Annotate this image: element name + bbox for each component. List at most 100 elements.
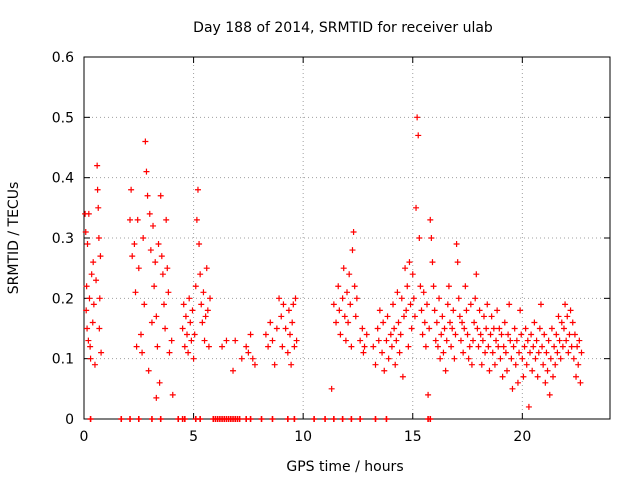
data-point bbox=[498, 331, 505, 338]
data-point bbox=[159, 271, 166, 278]
zero-data-point bbox=[258, 416, 265, 422]
data-point bbox=[487, 331, 494, 338]
data-point bbox=[417, 283, 424, 290]
data-point bbox=[345, 319, 352, 326]
data-point bbox=[537, 301, 544, 308]
data-point bbox=[199, 319, 206, 326]
data-point bbox=[533, 337, 540, 344]
data-point bbox=[519, 355, 526, 362]
data-point bbox=[408, 325, 415, 332]
data-point bbox=[428, 235, 435, 241]
data-point bbox=[267, 319, 274, 326]
data-point bbox=[568, 343, 575, 350]
data-point bbox=[473, 271, 480, 278]
data-point bbox=[413, 204, 420, 211]
data-point bbox=[153, 313, 160, 320]
data-point bbox=[133, 343, 140, 350]
data-point bbox=[483, 325, 490, 332]
data-point bbox=[273, 325, 280, 332]
data-point bbox=[223, 337, 230, 344]
data-point bbox=[502, 349, 509, 356]
data-point bbox=[423, 301, 430, 308]
data-point bbox=[145, 367, 152, 374]
data-point bbox=[471, 319, 478, 326]
data-point bbox=[292, 295, 299, 302]
data-point bbox=[169, 391, 176, 398]
data-point bbox=[415, 132, 422, 139]
data-point bbox=[556, 337, 563, 344]
data-point bbox=[441, 325, 448, 332]
zero-data-point bbox=[247, 416, 254, 422]
y-tick-label: 0 bbox=[65, 412, 74, 428]
data-point bbox=[442, 367, 449, 374]
data-point bbox=[541, 331, 548, 338]
data-point bbox=[447, 319, 454, 326]
data-point bbox=[201, 337, 208, 344]
data-point bbox=[495, 343, 502, 350]
data-point bbox=[390, 301, 397, 308]
data-point bbox=[570, 355, 577, 362]
data-point bbox=[454, 259, 461, 266]
data-point bbox=[522, 325, 529, 332]
data-point bbox=[472, 295, 479, 302]
data-point bbox=[475, 343, 482, 350]
data-point bbox=[535, 349, 542, 356]
data-point bbox=[84, 325, 91, 332]
data-point bbox=[418, 307, 425, 314]
data-point bbox=[407, 301, 414, 308]
data-point bbox=[484, 301, 491, 308]
plot-frame bbox=[83, 56, 611, 420]
data-point bbox=[544, 367, 551, 374]
data-point bbox=[90, 301, 97, 308]
data-point bbox=[506, 301, 513, 308]
data-point bbox=[351, 283, 358, 290]
data-point bbox=[577, 379, 584, 386]
data-point bbox=[566, 331, 573, 338]
data-point bbox=[545, 337, 552, 344]
data-point bbox=[181, 343, 188, 350]
data-point bbox=[337, 331, 344, 338]
data-point bbox=[164, 265, 171, 272]
data-point bbox=[394, 289, 401, 296]
data-point bbox=[439, 313, 446, 320]
data-point bbox=[96, 295, 103, 302]
data-point bbox=[357, 337, 364, 344]
data-point bbox=[134, 216, 141, 223]
data-point bbox=[518, 331, 525, 338]
data-point bbox=[547, 355, 554, 362]
data-point bbox=[553, 331, 560, 338]
data-point bbox=[540, 361, 547, 368]
data-point bbox=[291, 343, 298, 350]
data-point bbox=[265, 343, 272, 350]
y-tick-label: 0.5 bbox=[52, 110, 74, 126]
data-point bbox=[372, 361, 379, 368]
data-point bbox=[387, 331, 394, 338]
data-point bbox=[464, 331, 471, 338]
data-point bbox=[381, 367, 388, 374]
data-point bbox=[400, 313, 407, 320]
zero-data-point bbox=[236, 416, 243, 422]
data-point bbox=[346, 271, 353, 278]
data-point bbox=[165, 289, 172, 296]
data-point bbox=[532, 355, 539, 362]
zero-data-point bbox=[197, 416, 204, 422]
data-point bbox=[429, 259, 436, 266]
data-point bbox=[531, 319, 538, 326]
data-point bbox=[141, 301, 148, 308]
data-point bbox=[576, 337, 583, 344]
data-point bbox=[517, 307, 524, 314]
data-point bbox=[205, 343, 212, 350]
data-point bbox=[245, 349, 252, 356]
zero-data-point bbox=[181, 416, 188, 422]
data-point bbox=[87, 343, 94, 350]
data-point bbox=[557, 355, 564, 362]
data-point bbox=[508, 355, 515, 362]
data-point bbox=[391, 325, 398, 332]
data-point bbox=[290, 301, 297, 308]
zero-data-point bbox=[322, 416, 329, 422]
data-point bbox=[395, 319, 402, 326]
data-point bbox=[523, 361, 530, 368]
data-point bbox=[516, 349, 523, 356]
data-point bbox=[140, 235, 147, 241]
data-point bbox=[465, 355, 472, 362]
